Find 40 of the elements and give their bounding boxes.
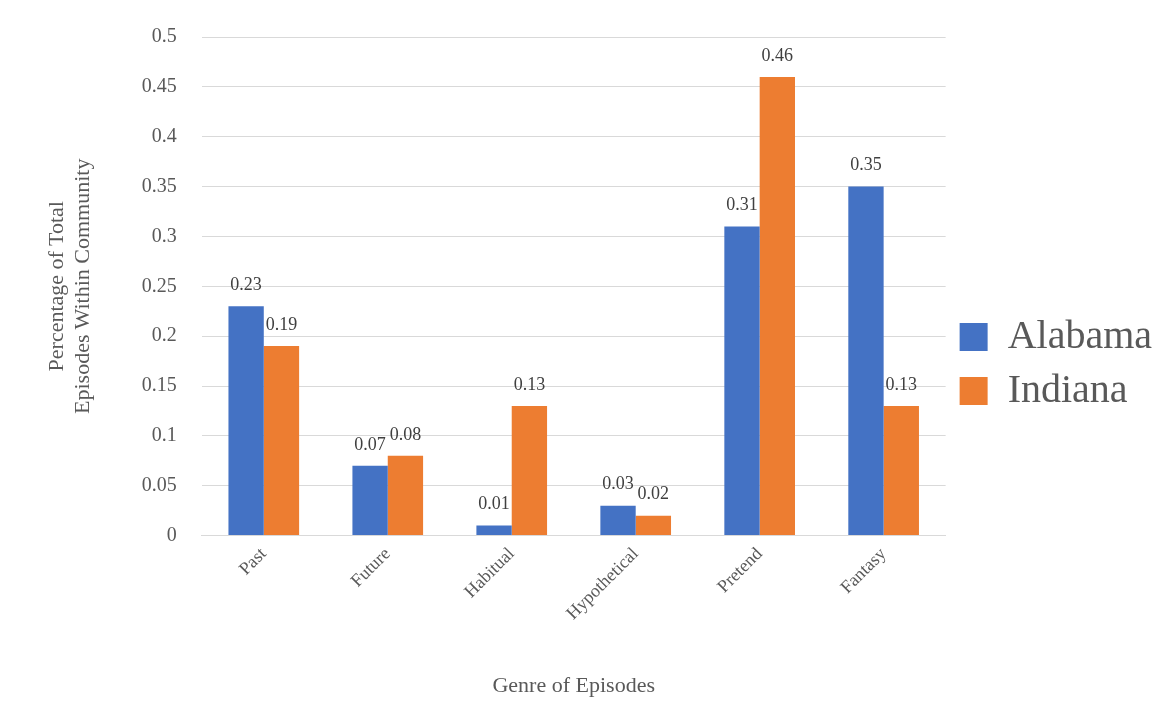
y-axis-title: Percentage of Total Episodes Within Community — [42, 158, 95, 414]
data-label: 0.19 — [265, 313, 298, 334]
y-tick-label: 0.1 — [151, 423, 177, 446]
bar — [228, 306, 264, 536]
data-label: 0.08 — [389, 423, 422, 444]
y-tick-label: 0.2 — [151, 323, 177, 346]
y-tick-label: 0.3 — [151, 223, 177, 246]
bar — [600, 505, 636, 536]
legend-label: Indiana — [1007, 365, 1128, 411]
data-label: 0.01 — [478, 493, 510, 514]
bar — [724, 226, 760, 536]
bar — [759, 76, 795, 536]
data-label: 0.23 — [230, 273, 262, 294]
data-label: 0.13 — [885, 373, 918, 394]
y-tick-label: 0.4 — [151, 123, 177, 146]
bar — [387, 455, 424, 536]
y-tick-label: 0.25 — [141, 273, 177, 296]
bar — [511, 405, 548, 536]
legend-label: Alabama — [1007, 311, 1153, 357]
y-tick-label: 0.05 — [141, 472, 177, 495]
x-tick-label: Past — [234, 543, 270, 579]
data-label: 0.07 — [354, 433, 386, 454]
bar — [848, 186, 884, 536]
y-tick-label: 0.5 — [151, 24, 177, 47]
data-label: 0.13 — [513, 373, 546, 394]
bar — [476, 525, 512, 536]
y-tick-label: 0 — [166, 522, 177, 545]
data-label: 0.46 — [761, 44, 794, 65]
data-label: 0.31 — [726, 194, 758, 215]
bar — [635, 515, 672, 536]
bar — [352, 465, 388, 536]
data-label: 0.03 — [602, 473, 634, 494]
y-tick-label: 0.35 — [141, 173, 177, 196]
data-label: 0.35 — [850, 154, 882, 175]
y-tick-label: 0.15 — [141, 373, 177, 396]
y-tick-label: 0.45 — [141, 74, 177, 97]
bar — [263, 346, 300, 536]
bar — [883, 405, 919, 536]
x-axis-title: Genre of Episodes — [492, 671, 655, 697]
data-label: 0.02 — [637, 483, 670, 504]
